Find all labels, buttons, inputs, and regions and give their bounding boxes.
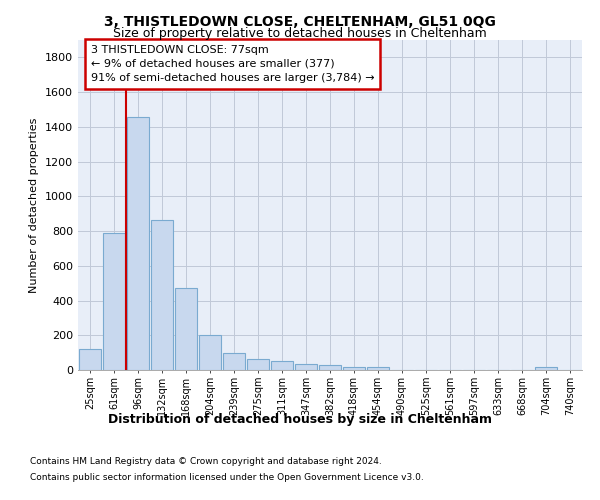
Y-axis label: Number of detached properties: Number of detached properties (29, 118, 40, 292)
Text: Contains public sector information licensed under the Open Government Licence v3: Contains public sector information licen… (30, 472, 424, 482)
Bar (247, 358, 269, 370)
Bar (223, 352, 245, 370)
Text: Distribution of detached houses by size in Cheltenham: Distribution of detached houses by size … (108, 412, 492, 426)
Bar (199, 336, 221, 370)
Text: 3, THISTLEDOWN CLOSE, CHELTENHAM, GL51 0QG: 3, THISTLEDOWN CLOSE, CHELTENHAM, GL51 0… (104, 15, 496, 29)
Text: Contains HM Land Registry data © Crown copyright and database right 2024.: Contains HM Land Registry data © Crown c… (30, 458, 382, 466)
Bar (127, 118, 149, 370)
Bar (535, 368, 557, 370)
Text: Size of property relative to detached houses in Cheltenham: Size of property relative to detached ho… (113, 28, 487, 40)
Bar (79, 349, 101, 370)
Bar (151, 220, 173, 370)
Text: 3 THISTLEDOWN CLOSE: 77sqm
← 9% of detached houses are smaller (377)
91% of semi: 3 THISTLEDOWN CLOSE: 77sqm ← 9% of detac… (91, 45, 374, 83)
Bar (295, 364, 317, 370)
Bar (319, 365, 341, 370)
Bar (103, 233, 125, 370)
Bar (367, 367, 389, 370)
Bar (343, 368, 365, 370)
Bar (271, 362, 293, 370)
Bar (175, 288, 197, 370)
